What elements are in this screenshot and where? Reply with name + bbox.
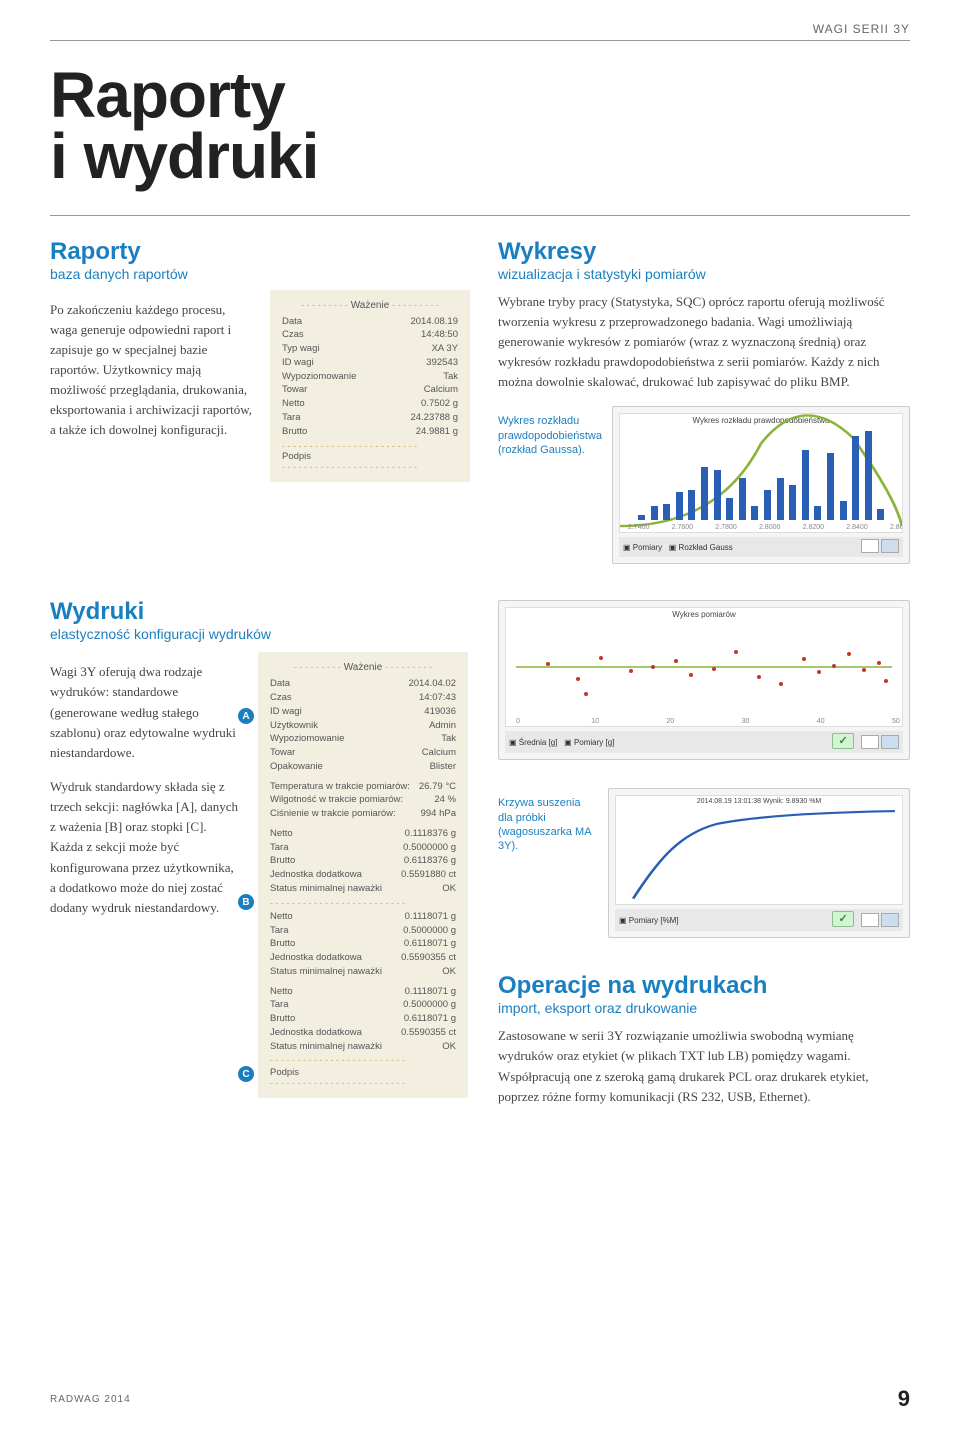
marker-c: C [238,1066,254,1082]
operacje-body: Zastosowane w serii 3Y rozwiązanie umożl… [498,1026,910,1107]
wykresy-title: Wykresy [498,240,910,264]
series-label: WAGI SERII 3Y [813,22,910,36]
drying-caption: Krzywa suszenia dla próbki (wagosuszarka… [498,788,598,853]
raporty-subtitle: baza danych raportów [50,266,470,282]
wydruki-title: Wydruki [50,600,470,624]
operacje-subtitle: import, eksport oraz drukowanie [498,1000,910,1016]
operacje-title: Operacje na wydrukach [498,974,910,998]
wykresy-subtitle: wizualizacja i statystyki pomiarów [498,266,910,282]
page-title: Raporty i wydruki [50,65,910,187]
raporty-body: Po zakończeniu każdego procesu, waga gen… [50,300,256,483]
marker-a: A [238,708,254,724]
report-box-2: - - - - - - - - - Ważenie - - - - - - - … [258,652,468,1098]
raporty-title: Raporty [50,240,470,264]
wydruki-body1: Wagi 3Y oferują dwa rodzaje wydruków: st… [50,662,240,763]
drying-chart: 2014.08.19 13:01:38 Wynik: 9.8930 %M ▣ P… [608,788,910,938]
wydruki-subtitle: elastyczność konfiguracji wydruków [50,626,470,642]
check-icon[interactable] [832,733,854,749]
marker-b: B [238,894,254,910]
histogram-caption: Wykres rozkładu prawdopodobieństwa (rozk… [498,406,602,457]
histogram-chart: Wykres rozkładu prawdopodobieństwa 2.740… [612,406,910,564]
footer-brand: RADWAG 2014 [50,1394,131,1405]
page-number: 9 [898,1386,910,1412]
report-box-1: - - - - - - - - - Ważenie - - - - - - - … [270,290,470,483]
check-icon[interactable] [832,911,854,927]
wydruki-body2: Wydruk standardowy składa się z trzech s… [50,777,240,918]
scatter-chart: Wykres pomiarów 01020304050 ▣ Średnia [g… [498,600,910,760]
wykresy-body: Wybrane tryby pracy (Statystyka, SQC) op… [498,292,910,393]
